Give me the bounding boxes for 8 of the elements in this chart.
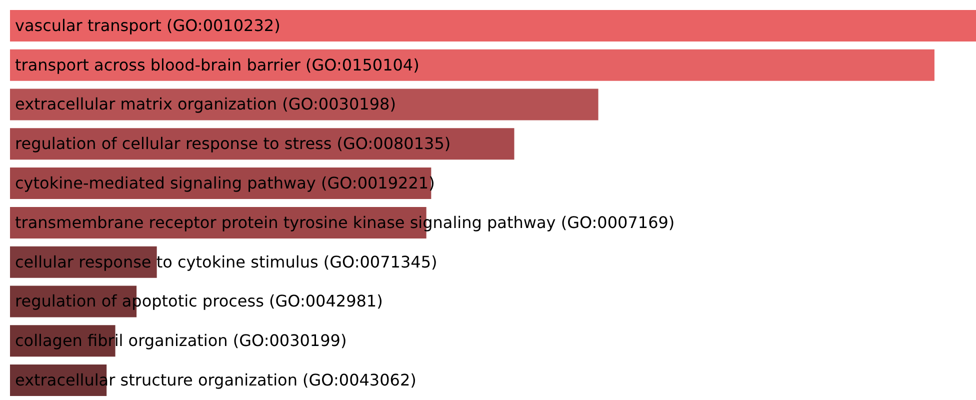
- bar: [10, 49, 934, 81]
- bar: [10, 88, 598, 120]
- y-tick-label: vascular transport (GO:0010232): [15, 16, 280, 35]
- y-tick-label: regulation of cellular response to stress (GO:0080135): [15, 134, 451, 154]
- y-tick-label: transport across blood-brain barrier (GO:0150104): [15, 55, 420, 74]
- bar: [10, 10, 976, 42]
- y-tick-label: cellular response to cytokine stimulus (GO:0071345): [15, 252, 438, 272]
- y-tick-label: extracellular matrix organization (GO:0030198): [15, 94, 396, 114]
